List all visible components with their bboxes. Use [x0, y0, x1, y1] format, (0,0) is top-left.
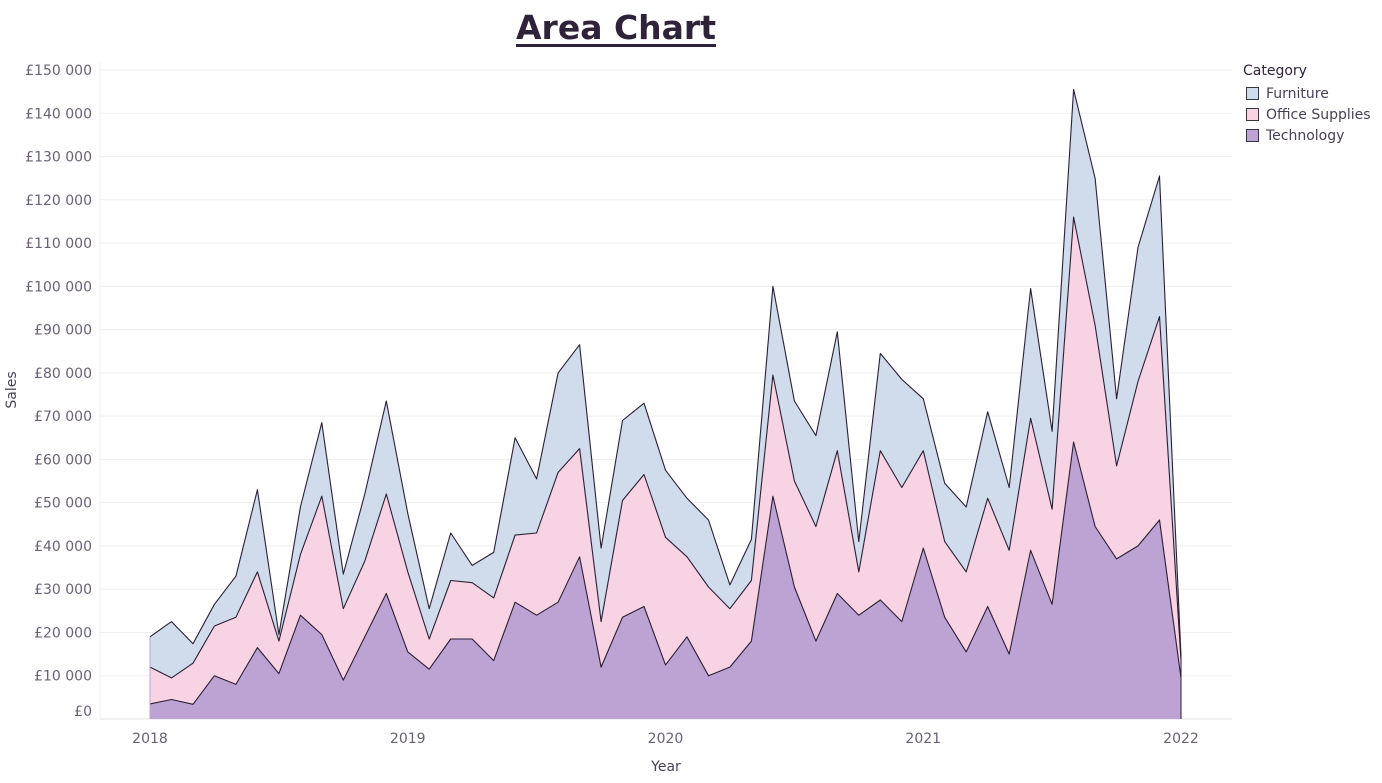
area-furniture	[150, 89, 1181, 678]
x-axis-title: Year	[650, 759, 681, 775]
line-furniture	[149, 88, 1182, 657]
y-tick-label: £80 000	[34, 366, 92, 382]
x-axis: 2018 2019 2020 2021 2022	[132, 731, 1199, 747]
y-tick-label: £0	[74, 704, 92, 720]
y-tick-label: £20 000	[34, 625, 92, 641]
area-technology	[150, 442, 1181, 719]
chart-title: Area Chart	[516, 8, 716, 47]
y-tick-label: £60 000	[34, 452, 92, 468]
y-tick-label: £70 000	[34, 409, 92, 425]
legend-item-furniture[interactable]: Furniture	[1243, 83, 1371, 104]
y-tick-label: £30 000	[34, 582, 92, 598]
x-tick-label: 2018	[132, 731, 168, 747]
y-tick-label: £100 000	[25, 279, 92, 295]
y-tick-label: £130 000	[25, 150, 92, 166]
legend: Category Furniture Office Supplies Technol…	[1243, 63, 1371, 146]
stacked-areas	[149, 88, 1182, 719]
x-tick-label: 2019	[390, 731, 426, 747]
y-tick-label: £50 000	[34, 496, 92, 512]
y-tick-label: £110 000	[25, 236, 92, 252]
y-tick-label: £90 000	[34, 323, 92, 339]
x-tick-label: 2022	[1163, 731, 1199, 747]
x-tick-label: 2020	[648, 731, 684, 747]
legend-title: Category	[1243, 63, 1307, 79]
legend-swatch	[1246, 129, 1259, 142]
legend-label: Technology	[1266, 127, 1345, 144]
legend-label: Office Supplies	[1266, 106, 1371, 123]
area-office-supplies	[150, 217, 1181, 705]
y-tick-label: £40 000	[34, 539, 92, 555]
legend-item-office-supplies[interactable]: Office Supplies	[1243, 104, 1371, 125]
x-tick-label: 2021	[905, 731, 941, 747]
legend-swatch	[1246, 87, 1259, 100]
y-axis: £0 £10 000 £20 000 £30 000 £40 000 £50 000 £60…	[25, 63, 92, 720]
legend-item-technology[interactable]: Technology	[1243, 125, 1371, 146]
line-technology	[149, 441, 1182, 705]
legend-label: Furniture	[1266, 85, 1329, 102]
legend-items: Furniture Office Supplies Technology	[1243, 83, 1371, 146]
y-tick-label: £120 000	[25, 193, 92, 209]
y-tick-label: £140 000	[25, 106, 92, 122]
y-tick-label: £150 000	[25, 63, 92, 79]
line-office-supplies	[149, 216, 1182, 679]
y-axis-title: Sales	[4, 371, 20, 408]
legend-swatch	[1246, 108, 1259, 121]
y-tick-label: £10 000	[34, 669, 92, 685]
